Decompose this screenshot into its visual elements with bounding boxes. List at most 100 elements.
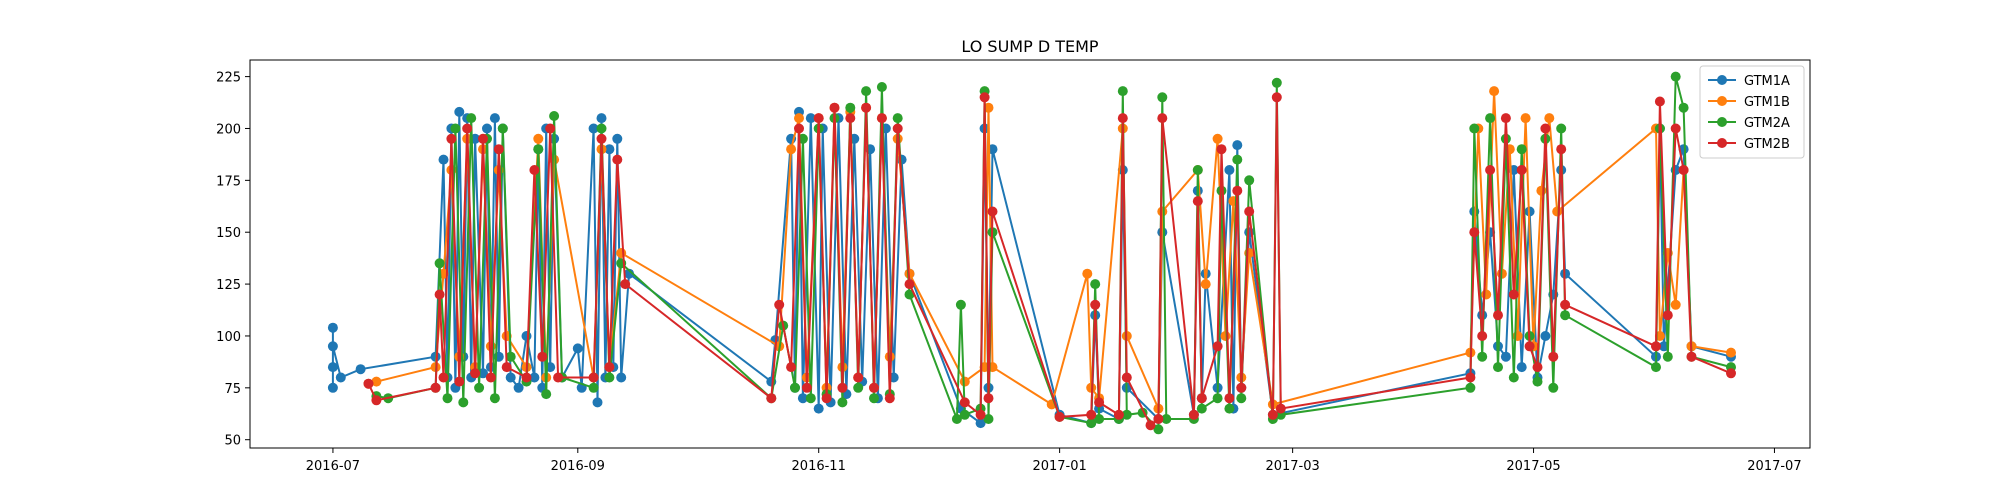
data-point [1212,341,1223,352]
data-point [466,113,477,124]
data-point [1560,310,1571,321]
data-point [1536,185,1547,196]
data-point [1086,409,1097,420]
data-point [1469,123,1480,134]
data-point [612,154,623,165]
data-point [951,414,962,424]
series-gtm2b [363,92,1736,431]
data-point [434,258,445,269]
data-point [596,123,607,134]
data-point [1552,206,1563,217]
y-tick-label: 75 [224,382,241,397]
data-point [1686,351,1697,362]
data-point [805,393,816,404]
data-point [1670,123,1681,134]
data-point [1090,299,1101,310]
legend-item-gtm1a: GTM1A [1708,74,1790,89]
data-point [813,403,824,414]
data-point [1196,403,1207,414]
data-point [1469,227,1480,238]
data-point [505,372,516,383]
data-point [1271,92,1282,103]
data-point [442,393,453,404]
data-point [1086,418,1097,429]
data-point [1157,206,1168,217]
x-tick-label: 2016-09 [551,459,605,474]
series-layer [327,71,1736,435]
data-point [1726,347,1736,358]
legend-item-gtm2b: GTM2B [1708,137,1790,152]
x-tick-label: 2017-03 [1265,459,1319,474]
data-point [612,133,623,144]
data-point [604,144,615,155]
data-point [470,368,481,379]
data-point [1271,77,1282,88]
data-point [454,106,465,117]
data-point [430,382,441,393]
data-point [533,144,544,155]
data-point [1556,144,1567,155]
data-point [1477,351,1488,362]
x-axis: 2016-07 2016-09 2016-11 2017-01 2017-03 2017-… [306,448,1802,474]
data-point [434,289,445,300]
data-point [1267,409,1278,420]
data-point [1090,279,1101,290]
data-point [1196,393,1207,404]
data-point [1516,362,1527,373]
data-point [327,341,338,352]
data-point [1500,113,1511,124]
data-point [1153,424,1164,435]
data-point [1232,154,1243,165]
data-point [371,376,382,387]
y-tick-label: 150 [216,226,241,241]
data-point [363,378,374,389]
data-point [869,393,879,404]
data-point [1465,372,1476,383]
data-point [979,92,990,103]
data-point [1121,409,1132,420]
data-point [1516,165,1527,175]
plot-frame [249,59,1811,449]
data-point [458,397,469,408]
y-tick-label: 50 [224,434,241,449]
data-point [1540,331,1551,341]
data-point [1224,403,1235,414]
data-point [1678,165,1689,175]
data-point [869,382,879,393]
data-point [1465,382,1476,393]
data-point [1493,362,1503,373]
data-point [1489,86,1500,97]
data-point [1192,196,1203,207]
data-point [766,393,777,404]
data-point [478,133,488,144]
data-point [959,397,970,408]
y-tick-label: 125 [216,278,241,293]
data-point [892,113,903,124]
data-point [1220,331,1231,341]
data-point [861,86,872,97]
data-point [845,113,856,124]
data-point [462,123,473,134]
data-point [1232,140,1243,151]
data-point [529,372,540,383]
data-point [1651,362,1661,373]
data-point [616,248,627,258]
data-point [450,123,461,134]
data-point [1654,96,1665,107]
data-point [327,382,338,393]
data-point [604,362,615,373]
data-point [493,144,504,155]
data-point [904,279,915,290]
legend-item-gtm1b: GTM1B [1708,95,1790,110]
data-point [541,389,552,400]
data-point [959,409,970,420]
data-point [604,372,615,383]
data-point [620,279,631,290]
data-point [1200,279,1211,290]
data-point [1670,71,1681,82]
data-point [1500,351,1511,362]
data-point [1670,299,1681,310]
data-point [1493,310,1503,321]
data-point [553,372,564,383]
